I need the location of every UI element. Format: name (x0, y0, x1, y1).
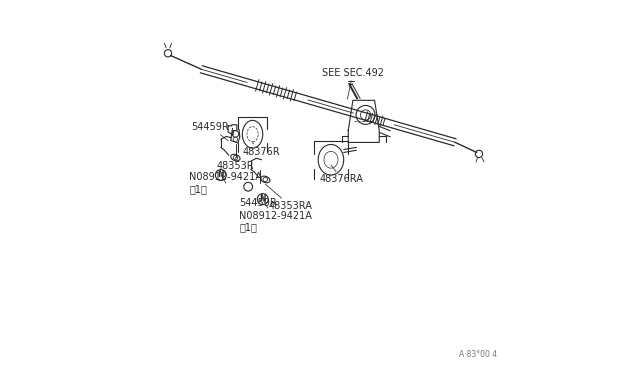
Text: 48353R: 48353R (216, 158, 254, 171)
Text: 48376RA: 48376RA (320, 165, 364, 185)
Text: N: N (218, 170, 224, 179)
Text: SEE SEC.492: SEE SEC.492 (322, 68, 384, 99)
Text: 54459R: 54459R (239, 198, 277, 208)
Text: 48353RA: 48353RA (266, 184, 313, 211)
Text: N: N (259, 194, 266, 203)
Text: A·83°00 4: A·83°00 4 (459, 350, 497, 359)
Text: N08912-9421A
（1）: N08912-9421A （1） (189, 172, 262, 194)
Text: 48376R: 48376R (243, 142, 280, 157)
Text: N08912-9421A
（1）: N08912-9421A （1） (239, 199, 312, 232)
Text: 54459R: 54459R (191, 122, 229, 141)
